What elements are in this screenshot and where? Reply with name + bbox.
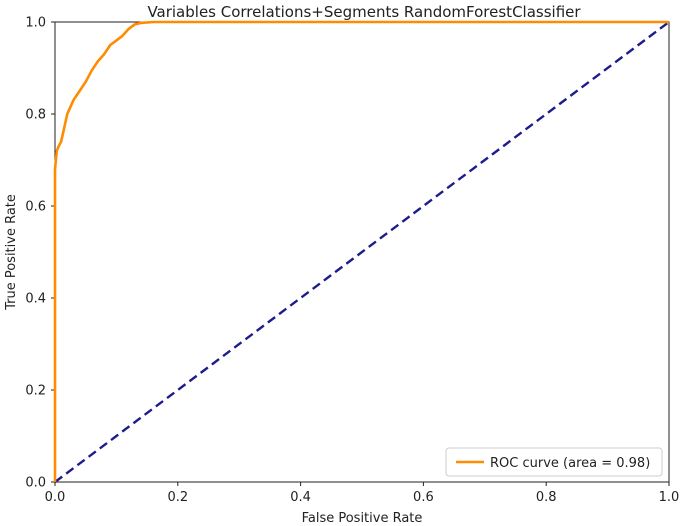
- legend-box: [445, 447, 663, 477]
- y-tick-label: 0.6: [25, 200, 46, 215]
- plot-lines: [53, 20, 670, 483]
- y-tick-label: 0.4: [25, 292, 46, 307]
- x-tick-label: 0.4: [290, 490, 311, 505]
- y-tick-label: 0.8: [25, 108, 46, 123]
- chart-title: Variables Correlations+Segments RandomFo…: [147, 3, 581, 21]
- x-tick-label: 0.8: [536, 490, 557, 505]
- y-axis-label: True Positive Rate: [4, 194, 19, 311]
- x-tick-label: 0.0: [45, 490, 66, 505]
- y-tick-label: 0.2: [25, 384, 46, 399]
- x-tick-label: 0.6: [413, 490, 434, 505]
- x-axis-label: False Positive Rate: [302, 511, 423, 526]
- x-tick-label: 0.2: [167, 490, 188, 505]
- y-tick-label: 1.0: [25, 16, 46, 31]
- x-axis-ticks: 0.0 0.2 0.4 0.6 0.8 1.0: [45, 482, 680, 505]
- y-axis-ticks: 0.0 0.2 0.4 0.6 0.8 1.0: [25, 16, 55, 491]
- legend-label-roc: ROC curve (area = 0.98): [490, 456, 650, 471]
- chance-diagonal-line: [54, 21, 670, 483]
- legend: ROC curve (area = 0.98): [445, 447, 663, 477]
- roc-curve-line: [53, 20, 669, 482]
- x-tick-label: 1.0: [659, 490, 680, 505]
- y-tick-label: 0.0: [25, 476, 46, 491]
